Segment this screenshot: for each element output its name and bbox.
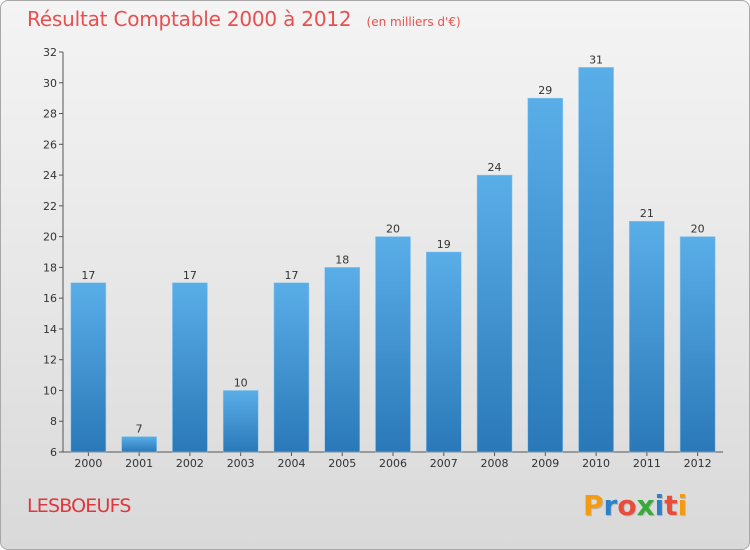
bar[interactable] — [375, 236, 411, 453]
y-tick-label: 6 — [50, 446, 57, 459]
logo-letter: x — [636, 489, 655, 522]
bar[interactable] — [426, 251, 462, 453]
data-label: 7 — [136, 423, 143, 436]
logo-letter: i — [654, 489, 665, 522]
bar[interactable] — [273, 282, 310, 453]
data-label: 21 — [640, 207, 654, 220]
data-label: 20 — [386, 223, 400, 236]
x-tick-label: 2008 — [481, 457, 509, 470]
logo-letter: o — [617, 489, 637, 522]
y-tick-label: 10 — [43, 384, 57, 397]
data-label: 17 — [81, 269, 95, 282]
data-label: 17 — [284, 269, 298, 282]
y-tick-label: 22 — [43, 200, 57, 213]
logo-letter: r — [603, 489, 618, 522]
data-label: 18 — [335, 253, 349, 266]
y-tick-label: 8 — [50, 415, 57, 428]
data-label: 19 — [437, 238, 451, 251]
bar[interactable] — [476, 174, 513, 453]
x-tick-label: 2006 — [379, 457, 407, 470]
logo-letter: P — [583, 489, 604, 522]
x-tick-label: 2007 — [430, 457, 458, 470]
data-label: 24 — [488, 161, 502, 174]
bar[interactable] — [527, 97, 564, 453]
x-tick-label: 2011 — [633, 457, 661, 470]
bar[interactable] — [679, 236, 716, 453]
bar[interactable] — [222, 390, 259, 453]
data-label: 20 — [691, 223, 705, 236]
data-label: 10 — [234, 376, 248, 389]
bar[interactable] — [121, 436, 157, 453]
commune-name: LESBOEUFS — [27, 495, 131, 517]
y-tick-label: 32 — [43, 46, 57, 59]
y-tick-label: 28 — [43, 108, 57, 121]
bar[interactable] — [629, 220, 665, 453]
chart-title: Résultat Comptable 2000 à 2012 — [27, 7, 352, 31]
data-label: 17 — [183, 269, 197, 282]
x-tick-label: 2000 — [74, 457, 102, 470]
y-tick-label: 12 — [43, 354, 57, 367]
x-tick-label: 2003 — [227, 457, 255, 470]
x-tick-label: 2002 — [176, 457, 204, 470]
proxiti-logo[interactable]: Proxiti — [583, 489, 687, 522]
y-tick-label: 16 — [43, 292, 57, 305]
bar[interactable] — [172, 282, 208, 453]
x-tick-label: 2010 — [582, 457, 610, 470]
data-label: 31 — [589, 53, 603, 66]
y-tick-label: 30 — [43, 77, 57, 90]
bar[interactable] — [578, 67, 614, 453]
y-tick-label: 26 — [43, 138, 57, 151]
x-tick-label: 2012 — [684, 457, 712, 470]
logo-letter: i — [677, 489, 688, 522]
chart-subtitle: (en milliers d'€) — [366, 15, 461, 29]
y-tick-label: 24 — [43, 169, 57, 182]
x-tick-label: 2005 — [328, 457, 356, 470]
chart-title-group: Résultat Comptable 2000 à 2012 (en milli… — [27, 7, 461, 31]
x-tick-label: 2004 — [277, 457, 305, 470]
bar[interactable] — [70, 282, 107, 453]
logo-letter: t — [664, 489, 678, 522]
x-tick-label: 2001 — [125, 457, 153, 470]
y-tick-label: 14 — [43, 323, 57, 336]
bar[interactable] — [324, 267, 360, 453]
x-tick-label: 2009 — [531, 457, 559, 470]
data-label: 29 — [538, 84, 552, 97]
y-tick-label: 18 — [43, 261, 57, 274]
y-tick-label: 20 — [43, 231, 57, 244]
